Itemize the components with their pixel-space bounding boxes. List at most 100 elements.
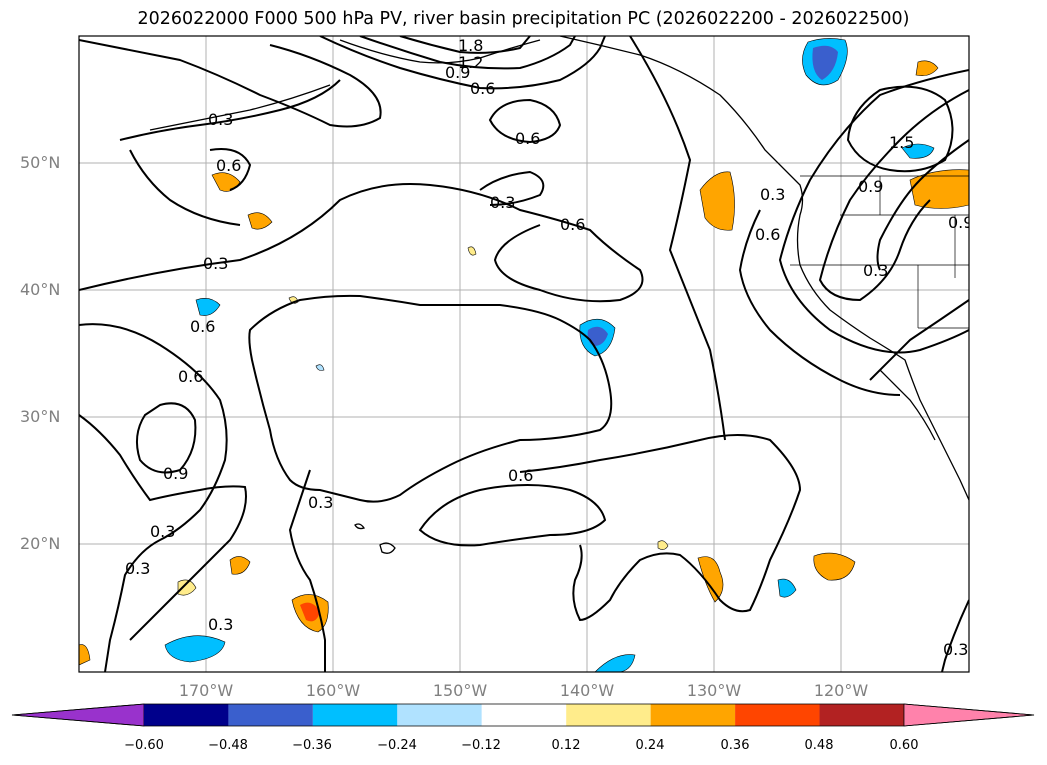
lat-label-40n: 40°N bbox=[20, 280, 61, 299]
colorbar-outline bbox=[11, 703, 1035, 727]
contour-label: 0.6 bbox=[560, 215, 585, 234]
contour-label: 0.6 bbox=[178, 367, 203, 386]
contour bbox=[818, 89, 969, 302]
coastlines bbox=[149, 36, 969, 554]
contour bbox=[288, 469, 326, 672]
colorbar bbox=[11, 703, 1035, 727]
contour bbox=[876, 139, 969, 271]
precip-blob bbox=[587, 326, 608, 346]
baja-coast bbox=[879, 369, 936, 441]
contour-label: 0.6 bbox=[216, 156, 241, 175]
lon-label-150w: 150°W bbox=[432, 681, 488, 700]
colorbar-tick: 0.24 bbox=[635, 738, 665, 753]
contour bbox=[119, 79, 341, 141]
colorbar-segment bbox=[650, 704, 736, 726]
contour bbox=[359, 36, 576, 70]
precip-blob bbox=[229, 556, 251, 575]
lon-label-170w: 170°W bbox=[178, 681, 234, 700]
political-borders bbox=[790, 175, 969, 329]
colorbar-segment bbox=[735, 704, 820, 726]
precip-blob bbox=[594, 654, 636, 672]
colorbar-tick: 0.36 bbox=[720, 738, 750, 753]
hawaii bbox=[354, 523, 366, 530]
contour bbox=[399, 36, 531, 54]
contour bbox=[941, 599, 969, 672]
contour bbox=[519, 434, 802, 622]
north-america-coast bbox=[559, 36, 969, 501]
colorbar-segment bbox=[144, 704, 229, 726]
precip-blob bbox=[164, 635, 226, 663]
colorbar-tick: −0.36 bbox=[292, 738, 332, 753]
precip-blob bbox=[909, 169, 969, 209]
contour bbox=[418, 484, 607, 547]
precip-blob bbox=[211, 172, 241, 192]
contour-label: 1.5 bbox=[889, 133, 914, 152]
contour bbox=[479, 170, 545, 206]
colorbar-segment bbox=[481, 704, 567, 726]
contour-label: 0.3 bbox=[490, 193, 515, 212]
contour-label: 0.3 bbox=[150, 522, 175, 541]
contour-label: 0.6 bbox=[515, 129, 540, 148]
lon-label-130w: 130°W bbox=[686, 681, 742, 700]
pv-contours bbox=[79, 36, 969, 672]
colorbar-tick: 0.60 bbox=[889, 738, 919, 753]
contour-label: 0.3 bbox=[125, 559, 150, 578]
contour bbox=[738, 209, 901, 396]
lon-label-120w: 120°W bbox=[813, 681, 869, 700]
precip-blob bbox=[812, 45, 838, 80]
colorbar-tick: 0.12 bbox=[551, 738, 581, 753]
precip-blob bbox=[915, 60, 939, 76]
contour bbox=[79, 183, 644, 303]
colorbar-tick: −0.48 bbox=[208, 738, 248, 753]
lat-label-30n: 30°N bbox=[20, 407, 61, 426]
map-title: 2026022000 F000 500 hPa PV, river basin … bbox=[137, 9, 910, 29]
contour bbox=[79, 39, 382, 128]
precip-blob bbox=[777, 578, 797, 598]
contour-label: 1.2 bbox=[458, 53, 483, 72]
precip-blob bbox=[697, 556, 724, 603]
contour-labels: 1.8 1.2 0.9 0.6 0.6 0.6 0.3 0.6 0.3 0.6 … bbox=[125, 36, 973, 659]
colorbar-segment bbox=[566, 704, 651, 726]
contour bbox=[488, 98, 562, 144]
precip-blob bbox=[699, 171, 735, 231]
colorbar-tick: 0.48 bbox=[804, 738, 834, 753]
contour bbox=[79, 414, 247, 641]
contour-label: 0.9 bbox=[163, 464, 188, 483]
colorbar-segment bbox=[397, 704, 482, 726]
precip-blob bbox=[79, 644, 91, 666]
contour-label: 1.8 bbox=[458, 36, 483, 55]
contour bbox=[869, 299, 969, 381]
contour bbox=[135, 402, 197, 474]
map-frame bbox=[78, 35, 970, 673]
precip-blob bbox=[467, 246, 477, 256]
lat-label-20n: 20°N bbox=[20, 534, 61, 553]
lon-label-140w: 140°W bbox=[559, 681, 615, 700]
hawaii bbox=[379, 542, 396, 554]
alaska-islands bbox=[339, 39, 541, 64]
contour-label: 0.3 bbox=[308, 493, 333, 512]
precip-blob bbox=[247, 212, 273, 230]
precip-blob bbox=[177, 579, 197, 596]
colorbar-tick: −0.60 bbox=[124, 738, 164, 753]
contour bbox=[629, 36, 726, 441]
contour-label: 0.3 bbox=[208, 615, 233, 634]
contour bbox=[79, 323, 228, 672]
precip-blob bbox=[901, 143, 935, 159]
contour-label: 0.6 bbox=[755, 225, 780, 244]
colorbar-segment bbox=[819, 704, 904, 726]
colorbar-segment bbox=[312, 704, 398, 726]
contour-label: 0.9 bbox=[948, 213, 973, 232]
aleutian-chain bbox=[149, 84, 331, 131]
contour-label: 0.3 bbox=[943, 640, 968, 659]
colorbar-segment bbox=[228, 704, 313, 726]
lat-label-50n: 50°N bbox=[20, 153, 61, 172]
colorbar-tick: −0.24 bbox=[377, 738, 417, 753]
precip-blob bbox=[315, 364, 325, 371]
contour bbox=[319, 36, 606, 90]
colorbar-extend-min bbox=[11, 703, 145, 727]
contour bbox=[248, 294, 613, 503]
contour-label: 0.3 bbox=[760, 185, 785, 204]
contour-label: 0.3 bbox=[208, 110, 233, 129]
contour-label: 0.6 bbox=[508, 466, 533, 485]
